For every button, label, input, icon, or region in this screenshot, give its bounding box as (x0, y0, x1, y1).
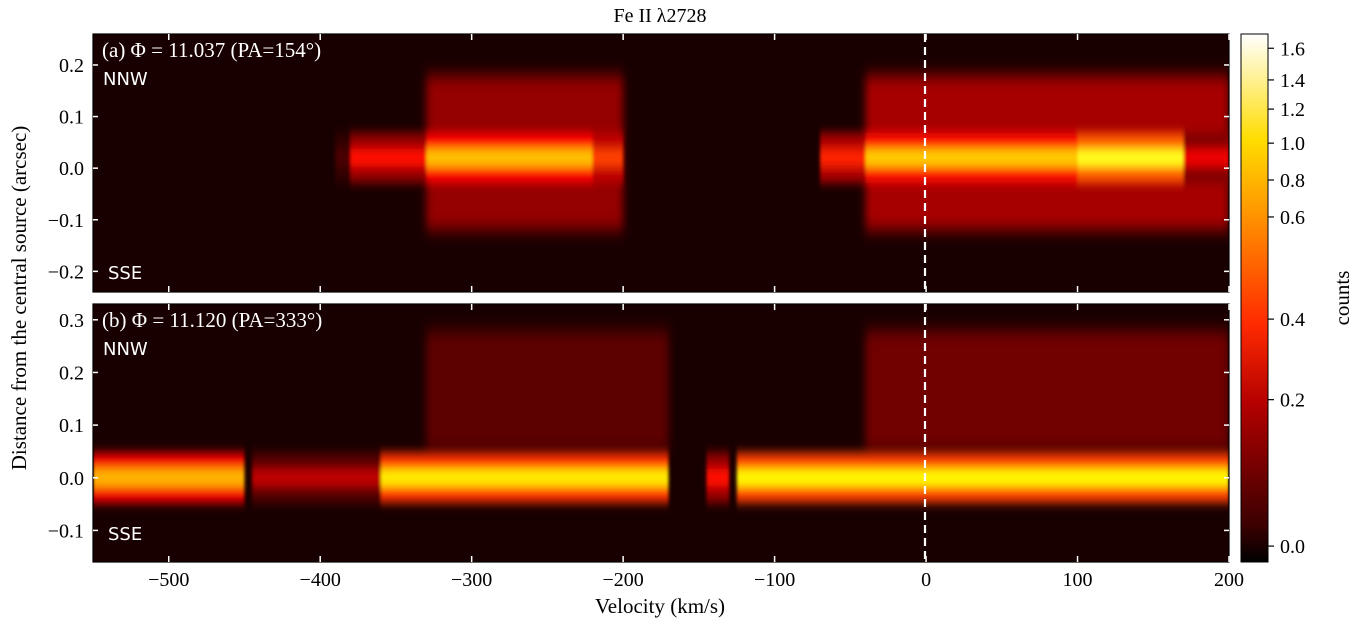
x-tick-label: 200 (1214, 569, 1244, 591)
x-tick-label: −100 (754, 569, 795, 591)
colorbar-gradient (1240, 33, 1269, 563)
emission-core-3 (592, 148, 624, 167)
emission-core-4 (736, 468, 1229, 487)
panel-b-sse-label: SSE (108, 524, 142, 545)
panel-b-frame (92, 303, 1230, 563)
y-tick-label: −0.2 (48, 261, 84, 283)
panel-a: −0.2 −0.1 0.0 0.1 0.2 (a) Φ = 11.037 (PA=154… (48, 33, 1230, 293)
emission-core-4 (820, 148, 866, 167)
y-tick-label: 0.2 (59, 55, 84, 77)
panel-b-label: (b) Φ = 11.120 (PA=333°) (102, 308, 322, 332)
emission-core-5 (865, 148, 1078, 167)
x-tick-label: −500 (148, 569, 189, 591)
emission-core-1 (350, 148, 427, 167)
panel-b-nnw-label: NNW (103, 339, 148, 360)
emission-core-7 (1183, 148, 1229, 167)
emission-core-0 (335, 148, 351, 167)
colorbar-tick-label: 1.2 (1280, 99, 1305, 121)
emission-halo-0 (426, 330, 669, 452)
colorbar-tick-label: 1.4 (1280, 70, 1305, 92)
emission-core-2 (426, 148, 593, 167)
colorbar-tick-label: 0.8 (1280, 170, 1305, 192)
colorbar-ticks: 0.0 0.2 0.4 0.6 0.8 1.0 1.2 1.4 1.6 (1268, 38, 1305, 558)
x-tick-labels: −500 −400 −300 −200 −100 0 100 200 (148, 569, 1244, 591)
figure-title: Fe II λ2728 (613, 5, 706, 27)
colorbar-tick-label: 0.4 (1280, 309, 1305, 331)
panel-a-frame (92, 33, 1230, 293)
y-tick-label: 0.2 (59, 362, 84, 384)
y-tick-label: 0.0 (59, 158, 84, 180)
x-axis-label: Velocity (km/s) (595, 594, 725, 618)
y-tick-label: 0.0 (59, 468, 84, 490)
panel-b-ticks: −0.1 0.0 0.1 0.2 0.3 (48, 304, 1230, 562)
emission-core-2 (380, 468, 669, 487)
x-tick-label: −300 (451, 569, 492, 591)
emission-core-6 (1077, 148, 1184, 167)
x-tick-label: 0 (921, 569, 931, 591)
emission-core-3 (706, 468, 730, 487)
y-tick-label: −0.1 (48, 210, 84, 232)
y-tick-label: 0.1 (59, 415, 84, 437)
x-tick-label: −200 (602, 569, 643, 591)
y-tick-label: −0.1 (48, 520, 84, 542)
panel-a-label: (a) Φ = 11.037 (PA=154°) (102, 38, 321, 62)
panel-a-ticks: −0.2 −0.1 0.0 0.1 0.2 (48, 34, 1230, 292)
colorbar-tick-label: 0.0 (1280, 536, 1305, 558)
colorbar-label: counts (1330, 271, 1354, 326)
emission-core-1 (252, 468, 381, 487)
y-tick-label: 0.1 (59, 107, 84, 129)
panel-b: −0.1 0.0 0.1 0.2 0.3 (b) Φ = 11.120 (PA=333°… (48, 303, 1230, 563)
x-tick-label: −400 (300, 569, 341, 591)
colorbar-tick-label: 0.6 (1280, 207, 1305, 229)
colorbar-tick-label: 1.0 (1280, 133, 1305, 155)
x-tick-label: 100 (1063, 569, 1093, 591)
colorbar: 0.0 0.2 0.4 0.6 0.8 1.0 1.2 1.4 1.6 counts (1240, 33, 1354, 563)
colorbar-tick-label: 0.2 (1280, 390, 1305, 412)
y-axis-label: Distance from the central source (arcsec… (7, 126, 31, 471)
panel-a-nnw-label: NNW (103, 69, 148, 90)
colorbar-tick-label: 1.6 (1280, 38, 1305, 60)
emission-core-0 (93, 468, 245, 487)
y-tick-label: 0.3 (59, 310, 84, 332)
emission-halo-1 (865, 330, 1229, 452)
panel-a-sse-label: SSE (108, 263, 142, 284)
panel-a-emission (335, 75, 1229, 231)
